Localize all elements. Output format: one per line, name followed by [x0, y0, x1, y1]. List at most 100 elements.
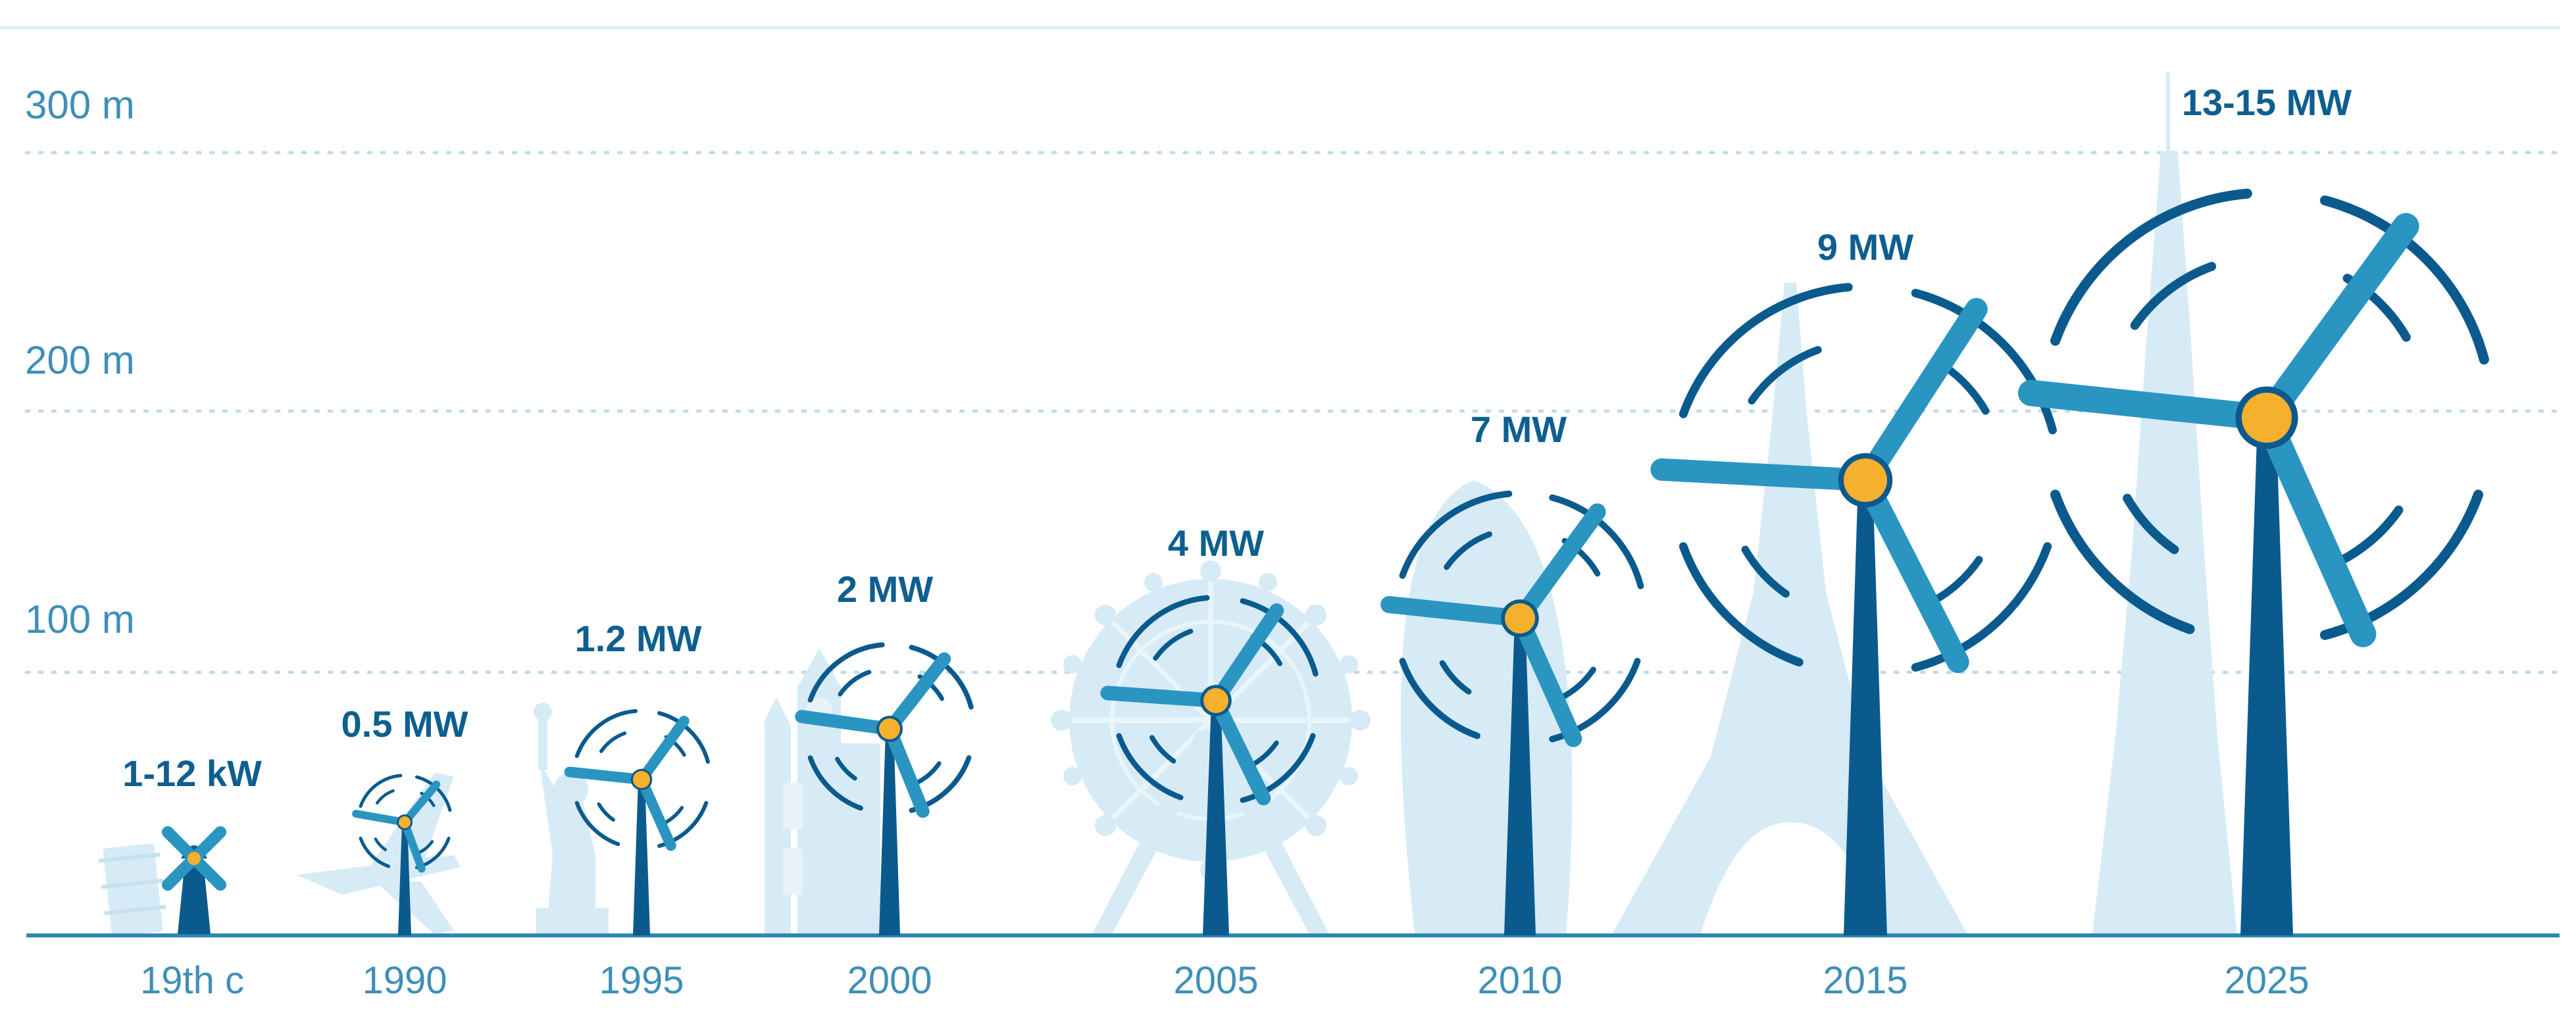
tower-1995: [633, 780, 650, 935]
blade-2010-1: [1511, 503, 1606, 627]
motion-arc-outer-3: [1116, 733, 1184, 801]
windmill-hub: [188, 852, 201, 865]
motion-arc-outer-1: [657, 711, 710, 764]
power-caption-1990: 0.5 MW: [341, 703, 468, 745]
motion-arc-inner-0: [2130, 262, 2217, 330]
airplane-icon: [296, 773, 461, 934]
motion-arc-outer-1: [909, 645, 974, 710]
tower-2025: [2240, 418, 2293, 935]
hub-2010: [1505, 603, 1535, 633]
blade-1990-2: [401, 818, 426, 873]
year-label-2005: 2005: [1173, 959, 1258, 1002]
motion-arc-outer-0: [1399, 490, 1513, 579]
motion-arc-outer-0: [574, 708, 638, 758]
power-caption-2025: 13-15 MW: [2182, 82, 2352, 123]
hub-2025: [2242, 393, 2292, 443]
turbine-1990: [352, 774, 452, 935]
motion-arc-outer-0: [807, 642, 885, 703]
motion-arc-inner-3: [1439, 660, 1472, 695]
motion-arc-outer-3: [2050, 489, 2195, 634]
blades-1995: [564, 716, 690, 851]
blades-2010: [1380, 503, 1606, 747]
year-label-1995: 1995: [599, 959, 684, 1002]
turbine-2005: [1100, 595, 1319, 935]
blade-1990-0: [352, 810, 409, 826]
turbine-2010: [1380, 490, 1644, 935]
year-label-2010: 2010: [1477, 959, 1562, 1002]
motion-arc-outer-2: [1911, 542, 2052, 672]
year-label-1990: 1990: [362, 959, 447, 1002]
motion-arc-outer-3: [574, 801, 620, 847]
motion-arc-inner-3: [2123, 493, 2179, 555]
windmill-19th-c: [162, 826, 226, 934]
y-label-200m: 200 m: [25, 338, 135, 382]
motion-arc-outer-3: [807, 755, 863, 811]
motion-arc-outer-3: [1399, 658, 1480, 739]
motion-arc-inner-0: [838, 670, 872, 697]
tower-1990: [398, 822, 411, 935]
power-captions: 1-12 kW 0.5 MW 1.2 MW 2 MW 4 MW 7 MW 9 M…: [122, 82, 2352, 794]
blade-2025-2: [2254, 405, 2377, 647]
motion-arc-inner-2: [2330, 505, 2404, 568]
blade-2000-2: [883, 722, 930, 818]
motion-arc-outer-0: [1679, 283, 1853, 418]
motion-arcs-2010: [1399, 490, 1644, 743]
motion-arc-outer-1: [2319, 195, 2489, 365]
motion-arc-outer-1: [1549, 494, 1644, 589]
statue-of-liberty-icon: [534, 703, 609, 935]
year-label-2025: 2025: [2224, 959, 2309, 1002]
blades-1990: [352, 780, 441, 873]
motion-arc-outer-2: [1240, 733, 1316, 803]
blade-2015-2: [1854, 469, 1969, 674]
big-ben-icon: [763, 648, 880, 934]
year-label-19th-c: 19th c: [140, 959, 244, 1002]
motion-arc-outer-0: [2050, 188, 2252, 346]
leaning-tower-icon: [98, 843, 166, 937]
blade-2005-1: [1209, 603, 1284, 708]
motion-arc-inner-0: [599, 731, 627, 753]
blade-2005-2: [1209, 693, 1271, 806]
blades-2015: [1650, 298, 1988, 674]
blade-1990-1: [401, 780, 441, 826]
motion-arc-outer-0: [359, 774, 403, 808]
blade-2015-1: [1854, 298, 1988, 491]
power-caption-2010: 7 MW: [1471, 409, 1567, 450]
motion-arc-outer-1: [415, 775, 452, 812]
power-caption-19th-c: 1-12 kW: [122, 753, 262, 794]
blades-2005: [1100, 603, 1284, 806]
motion-arc-outer-0: [1116, 595, 1210, 668]
year-label-2000: 2000: [847, 959, 932, 1002]
tower-2000: [879, 729, 900, 935]
motion-arc-inner-3: [374, 837, 387, 852]
motion-arc-outer-3: [359, 836, 391, 868]
motion-arc-inner-3: [835, 757, 857, 781]
blade-2005-0: [1100, 685, 1223, 708]
hub-2005: [1203, 688, 1228, 713]
motion-arc-inner-0: [1153, 628, 1194, 661]
power-caption-1995: 1.2 MW: [575, 618, 702, 659]
turbine-2015: [1650, 283, 2057, 935]
turbine-1995: [564, 708, 710, 935]
y-label-100m: 100 m: [25, 597, 135, 641]
blade-2000-1: [883, 652, 951, 735]
year-labels: 19th c 1990 1995 2000 2005 2010 2015 202…: [140, 959, 2310, 1002]
eiffel-tower-icon: [1612, 283, 1967, 934]
blade-2015-0: [1650, 458, 1877, 491]
motion-arc-outer-3: [1679, 542, 1804, 667]
blades-2000: [795, 652, 951, 818]
motion-arc-inner-0: [1748, 346, 1822, 405]
tower-2015: [1844, 480, 1887, 935]
motion-arc-inner-0: [375, 789, 395, 805]
hub-2000: [879, 718, 900, 739]
power-caption-2015: 9 MW: [1817, 226, 1913, 268]
hub-1990: [399, 816, 411, 828]
blade-1995-2: [636, 774, 676, 851]
turbines: [352, 188, 2489, 935]
blade-1995-0: [564, 766, 647, 785]
power-caption-2000: 2 MW: [837, 568, 933, 610]
blade-2025-0: [2018, 380, 2280, 431]
tower-2005: [1203, 701, 1229, 935]
gherkin-icon: [1400, 480, 1573, 934]
turbine-2000: [795, 642, 974, 935]
